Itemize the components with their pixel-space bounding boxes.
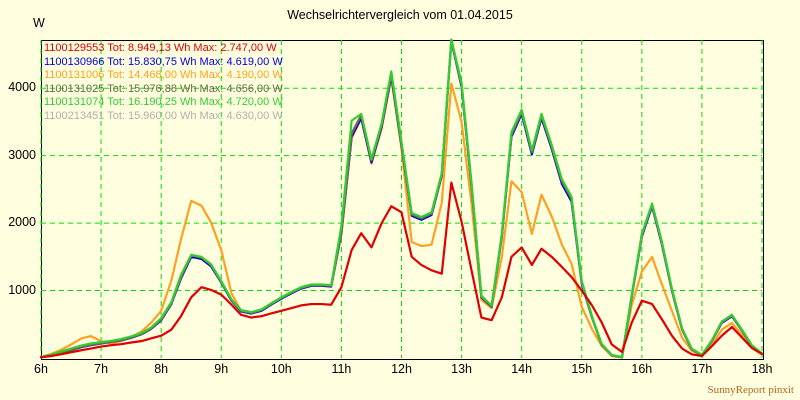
watermark: SunnyReport pinxit [707, 384, 794, 396]
x-axis-tick-label: 11h [331, 362, 352, 376]
legend-entry: 1100131006 Tot: 14.468,00 Wh Max: 4.190,… [44, 69, 283, 82]
x-axis-tick-label: 16h [631, 362, 653, 376]
legend-entry: 1100131074 Tot: 16.190,25 Wh Max: 4.720,… [44, 96, 283, 109]
x-axis-tick-label: 9h [214, 362, 229, 376]
y-axis-tick-label: 2000 [8, 215, 36, 230]
x-axis-tick-label: 17h [691, 362, 713, 376]
legend-entry: 1100213451 Tot: 15.960,00 Wh Max: 4.630,… [44, 109, 283, 122]
x-axis-tick-label: 13h [451, 362, 472, 376]
x-axis-tick-label: 14h [511, 362, 533, 376]
x-axis-tick-label: 8h [154, 362, 169, 376]
legend-entry: 1100131025 Tot: 15.976,88 Wh Max: 4.656,… [44, 82, 283, 95]
y-axis-unit-label: W [33, 16, 45, 30]
legend-entry: 1100129553 Tot: 8.949,13 Wh Max: 2.747,0… [44, 42, 277, 54]
series-line [39, 181, 764, 359]
y-axis-tick-label: 1000 [8, 282, 36, 297]
x-axis-tick-label: 6h [34, 362, 48, 376]
legend: 1100129553 Tot: 8.949,13 Wh Max: 2.747,0… [44, 42, 283, 124]
x-axis-tick-label: 7h [94, 362, 109, 376]
series-line [39, 38, 764, 359]
page-title: Wechselrichtervergleich vom 01.04.2015 [287, 8, 513, 22]
x-axis-tick-label: 18h [751, 362, 773, 376]
x-axis-tick-label: 15h [571, 362, 593, 376]
y-axis-tick-label: 4000 [8, 80, 36, 95]
plot-canvas [39, 38, 764, 359]
x-axis-tick-label: 12h [391, 362, 412, 376]
legend-entry: 1100130966 Tot: 15.830,75 Wh Max: 4.619,… [44, 55, 283, 68]
x-axis-tick-label: 10h [270, 362, 292, 376]
y-axis-tick-label: 3000 [8, 147, 36, 162]
